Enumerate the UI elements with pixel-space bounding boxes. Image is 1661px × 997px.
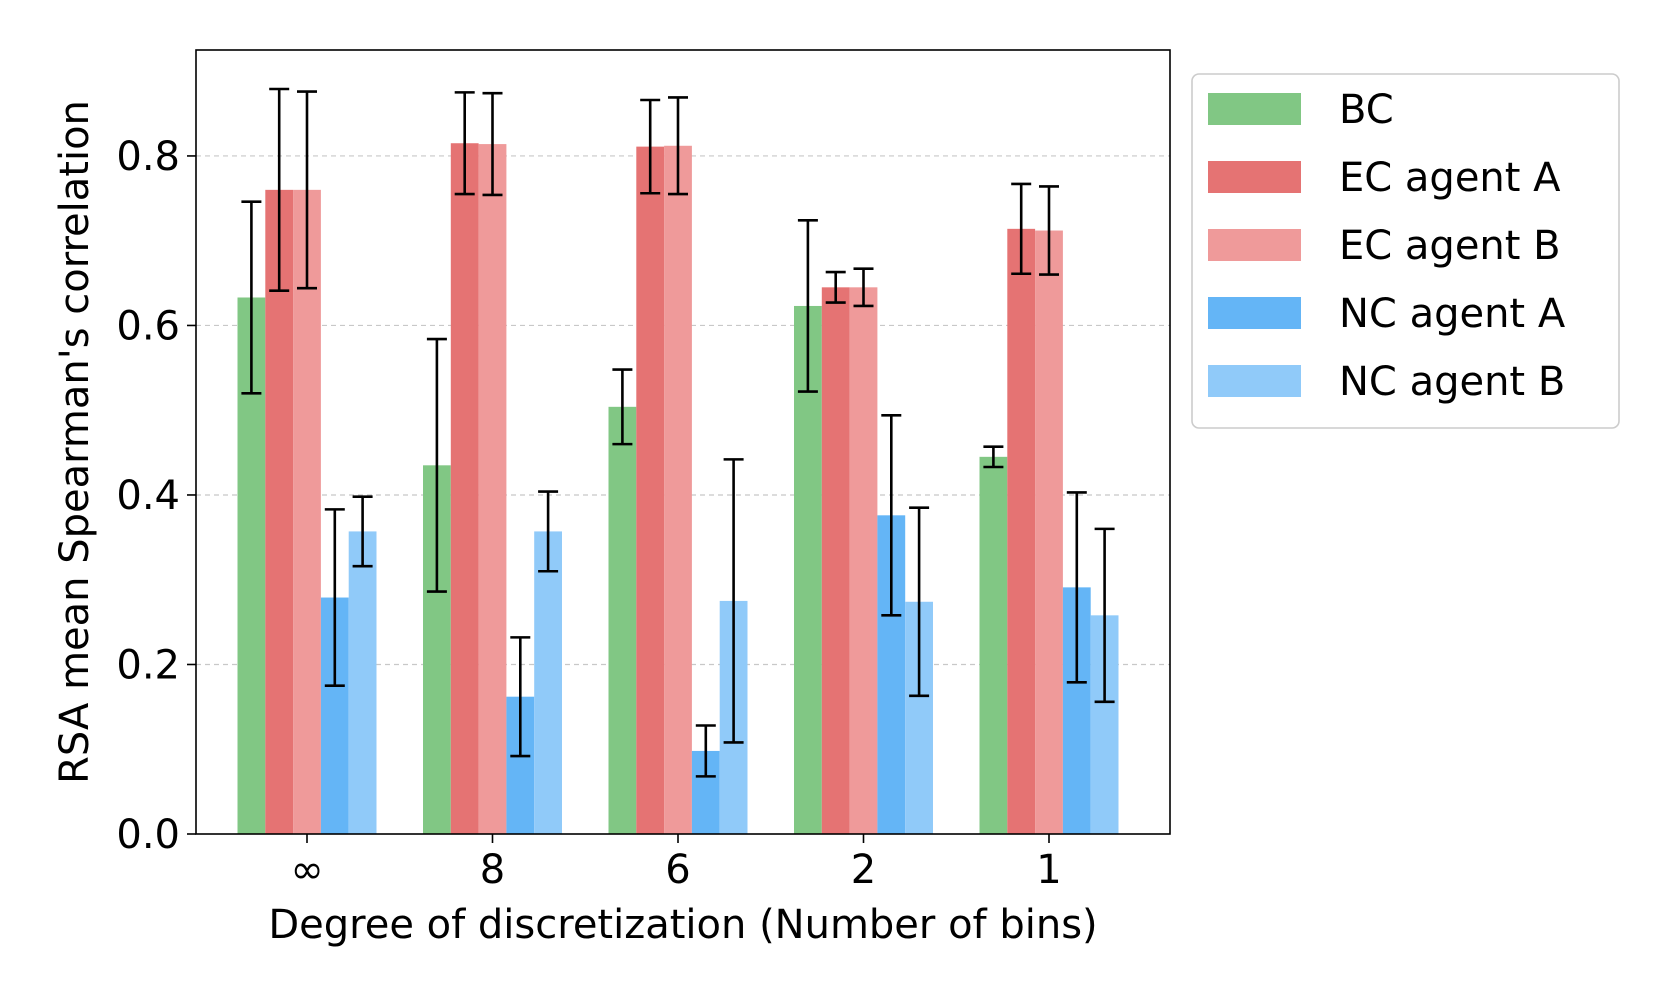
bars: [237, 143, 1119, 835]
bar-ec-agent-a: [265, 189, 294, 835]
legend-swatch: [1208, 93, 1301, 125]
legend-label: NC agent A: [1339, 291, 1566, 337]
legend-swatch: [1208, 161, 1301, 193]
y-axis-title: RSA mean Spearman's correlation: [52, 100, 98, 784]
y-tick-label: 0.2: [116, 642, 180, 688]
x-tick-label: 6: [665, 847, 690, 893]
bar-bc: [979, 456, 1008, 834]
legend-swatch: [1208, 365, 1301, 397]
bar-nc-agent-b: [348, 531, 377, 834]
plot-frame: [195, 49, 1171, 835]
x-tick-label: 1: [1036, 847, 1061, 893]
legend-swatch: [1208, 297, 1301, 329]
error-bars: [241, 87, 1115, 778]
bar-ec-agent-a: [636, 146, 665, 835]
bar-ec-agent-b: [849, 287, 878, 834]
x-axis-ticks: ∞ 8 6 2 1: [290, 834, 1062, 893]
bar-bc: [608, 406, 637, 834]
x-axis-title: Degree of discretization (Number of bins…: [268, 902, 1097, 948]
legend-swatch: [1208, 229, 1301, 261]
bar-bc: [794, 305, 822, 834]
y-tick-label: 0.6: [116, 303, 180, 349]
x-tick-label: 8: [480, 847, 505, 893]
y-axis-ticks: 0.0 0.2 0.4 0.6 0.8: [116, 134, 196, 858]
bar-nc-agent-b: [534, 531, 562, 834]
bar-ec-agent-a: [1007, 228, 1036, 834]
y-tick-label: 0.4: [116, 473, 180, 519]
bar-ec-agent-a: [450, 143, 479, 835]
bar-ec-agent-b: [664, 145, 692, 834]
legend-label: NC agent B: [1339, 359, 1565, 405]
legend-items: BC EC agent A EC agent B NC agent A NC agent…: [1208, 87, 1566, 405]
legend-label: EC agent A: [1339, 155, 1561, 201]
y-tick-label: 0.0: [116, 812, 180, 858]
bar-ec-agent-b: [293, 189, 321, 835]
y-tick-label: 0.8: [116, 134, 180, 180]
legend-label: EC agent B: [1339, 223, 1561, 269]
legend-label: BC: [1339, 87, 1394, 133]
x-tick-label: ∞: [290, 847, 323, 893]
x-tick-label: 2: [851, 847, 876, 893]
bar-ec-agent-b: [478, 144, 507, 834]
legend: BC EC agent A EC agent B NC agent A NC agent…: [1191, 73, 1620, 429]
bar-ec-agent-b: [1035, 230, 1063, 835]
bar-ec-agent-a: [821, 287, 850, 834]
